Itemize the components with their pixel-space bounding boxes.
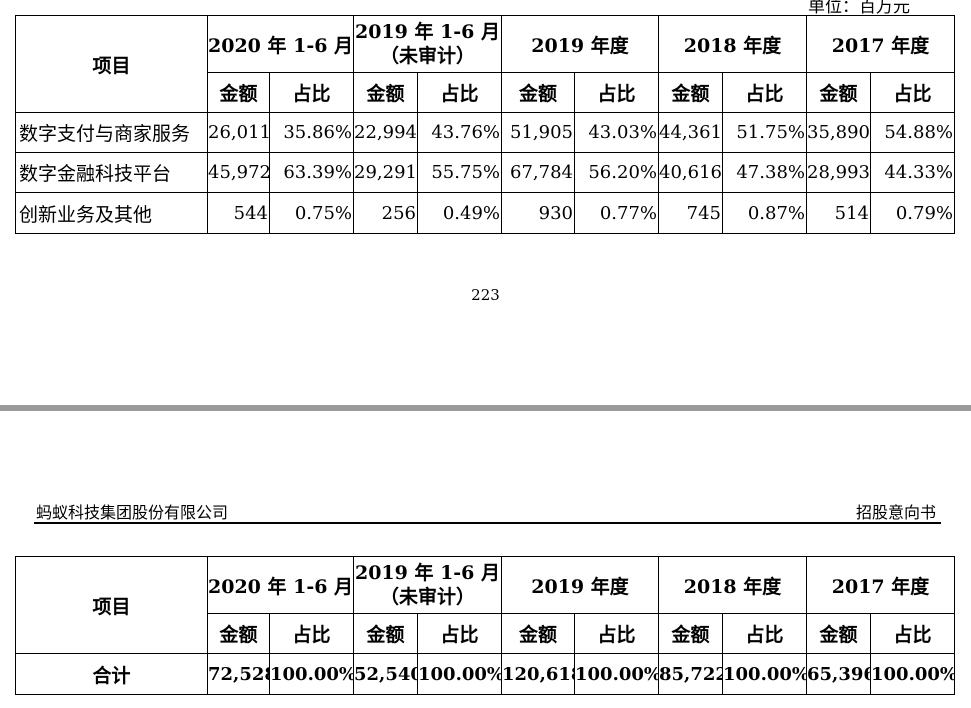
table-row: 创新业务及其他 544 0.75% 256 0.49% 930 0.77% 74… [15, 192, 955, 234]
cell-ratio: 100.00% [870, 653, 955, 695]
cell-ratio: 100.00% [269, 653, 354, 695]
ratio-subheader: 占比 [269, 613, 354, 654]
cell-amount: 45,972 [207, 152, 270, 193]
cell-amount: 65,396 [806, 653, 871, 695]
cell-ratio: 0.87% [722, 192, 807, 234]
amount-subheader: 金额 [353, 613, 418, 654]
amount-subheader: 金额 [353, 72, 418, 113]
period-header: 2018 年度 [658, 15, 807, 73]
cell-amount: 544 [207, 192, 270, 234]
ratio-subheader: 占比 [417, 72, 502, 113]
row-label: 数字支付与商家服务 [15, 112, 208, 153]
header-rule [34, 522, 941, 524]
revenue-table-part2: 项目 2020 年 1-6 月 2019 年 1-6 月（未审计） 2019 年… [15, 556, 955, 695]
period-header: 2019 年度 [501, 15, 659, 73]
cell-ratio: 51.75% [722, 112, 807, 153]
total-row: 合计 72,528 100.00% 52,540 100.00% 120,618… [15, 653, 955, 695]
cell-ratio: 100.00% [722, 653, 807, 695]
cell-ratio: 35.86% [269, 112, 354, 153]
period-header: 2019 年度 [501, 556, 659, 614]
cell-ratio: 0.49% [417, 192, 502, 234]
cell-amount: 51,905 [501, 112, 575, 153]
unit-label: 单位：百万元 [808, 0, 910, 17]
cell-ratio: 43.76% [417, 112, 502, 153]
cell-ratio: 56.20% [574, 152, 659, 193]
cell-ratio: 44.33% [870, 152, 955, 193]
amount-subheader: 金额 [806, 72, 871, 113]
cell-amount: 67,784 [501, 152, 575, 193]
period-header: 2020 年 1-6 月 [207, 556, 354, 614]
cell-amount: 40,616 [658, 152, 723, 193]
revenue-table-part1: 项目 2020 年 1-6 月 2019 年 1-6 月（未审计） 2019 年… [15, 15, 955, 234]
cell-amount: 22,994 [353, 112, 418, 153]
ratio-subheader: 占比 [574, 613, 659, 654]
table-row: 数字支付与商家服务 26,011 35.86% 22,994 43.76% 51… [15, 112, 955, 153]
cell-ratio: 63.39% [269, 152, 354, 193]
amount-subheader: 金额 [658, 72, 723, 113]
period-header: 2019 年 1-6 月（未审计） [353, 556, 502, 614]
cell-amount: 35,890 [806, 112, 871, 153]
cell-amount: 28,993 [806, 152, 871, 193]
cell-ratio: 0.75% [269, 192, 354, 234]
ratio-subheader: 占比 [269, 72, 354, 113]
page-number: 223 [471, 286, 500, 304]
cell-ratio: 47.38% [722, 152, 807, 193]
cell-amount: 120,618 [501, 653, 575, 695]
period-header: 2017 年度 [806, 556, 955, 614]
cell-ratio: 43.03% [574, 112, 659, 153]
row-label: 数字金融科技平台 [15, 152, 208, 193]
cell-ratio: 100.00% [574, 653, 659, 695]
amount-subheader: 金额 [806, 613, 871, 654]
cell-amount: 514 [806, 192, 871, 234]
total-label: 合计 [15, 653, 208, 695]
ratio-subheader: 占比 [870, 613, 955, 654]
document-type: 招股意向书 [855, 503, 936, 522]
cell-ratio: 0.79% [870, 192, 955, 234]
table-row: 数字金融科技平台 45,972 63.39% 29,291 55.75% 67,… [15, 152, 955, 193]
cell-amount: 29,291 [353, 152, 418, 193]
item-header: 项目 [15, 15, 208, 113]
ratio-subheader: 占比 [870, 72, 955, 113]
cell-amount: 44,361 [658, 112, 723, 153]
item-header: 项目 [15, 556, 208, 654]
ratio-subheader: 占比 [574, 72, 659, 113]
ratio-subheader: 占比 [417, 613, 502, 654]
amount-subheader: 金额 [501, 613, 575, 654]
amount-subheader: 金额 [501, 72, 575, 113]
period-header: 2017 年度 [806, 15, 955, 73]
amount-subheader: 金额 [207, 613, 270, 654]
cell-amount: 52,540 [353, 653, 418, 695]
cell-amount: 745 [658, 192, 723, 234]
amount-subheader: 金额 [207, 72, 270, 113]
cell-amount: 72,528 [207, 653, 270, 695]
period-header: 2020 年 1-6 月 [207, 15, 354, 73]
cell-ratio: 55.75% [417, 152, 502, 193]
row-label: 创新业务及其他 [15, 192, 208, 234]
cell-amount: 256 [353, 192, 418, 234]
cell-amount: 26,011 [207, 112, 270, 153]
amount-subheader: 金额 [658, 613, 723, 654]
company-name: 蚂蚁科技集团股份有限公司 [36, 503, 229, 522]
ratio-subheader: 占比 [722, 613, 807, 654]
cell-amount: 930 [501, 192, 575, 234]
cell-ratio: 54.88% [870, 112, 955, 153]
period-header: 2018 年度 [658, 556, 807, 614]
page-break-divider [0, 405, 971, 411]
cell-ratio: 0.77% [574, 192, 659, 234]
cell-ratio: 100.00% [417, 653, 502, 695]
ratio-subheader: 占比 [722, 72, 807, 113]
period-header: 2019 年 1-6 月（未审计） [353, 15, 502, 73]
cell-amount: 85,722 [658, 653, 723, 695]
